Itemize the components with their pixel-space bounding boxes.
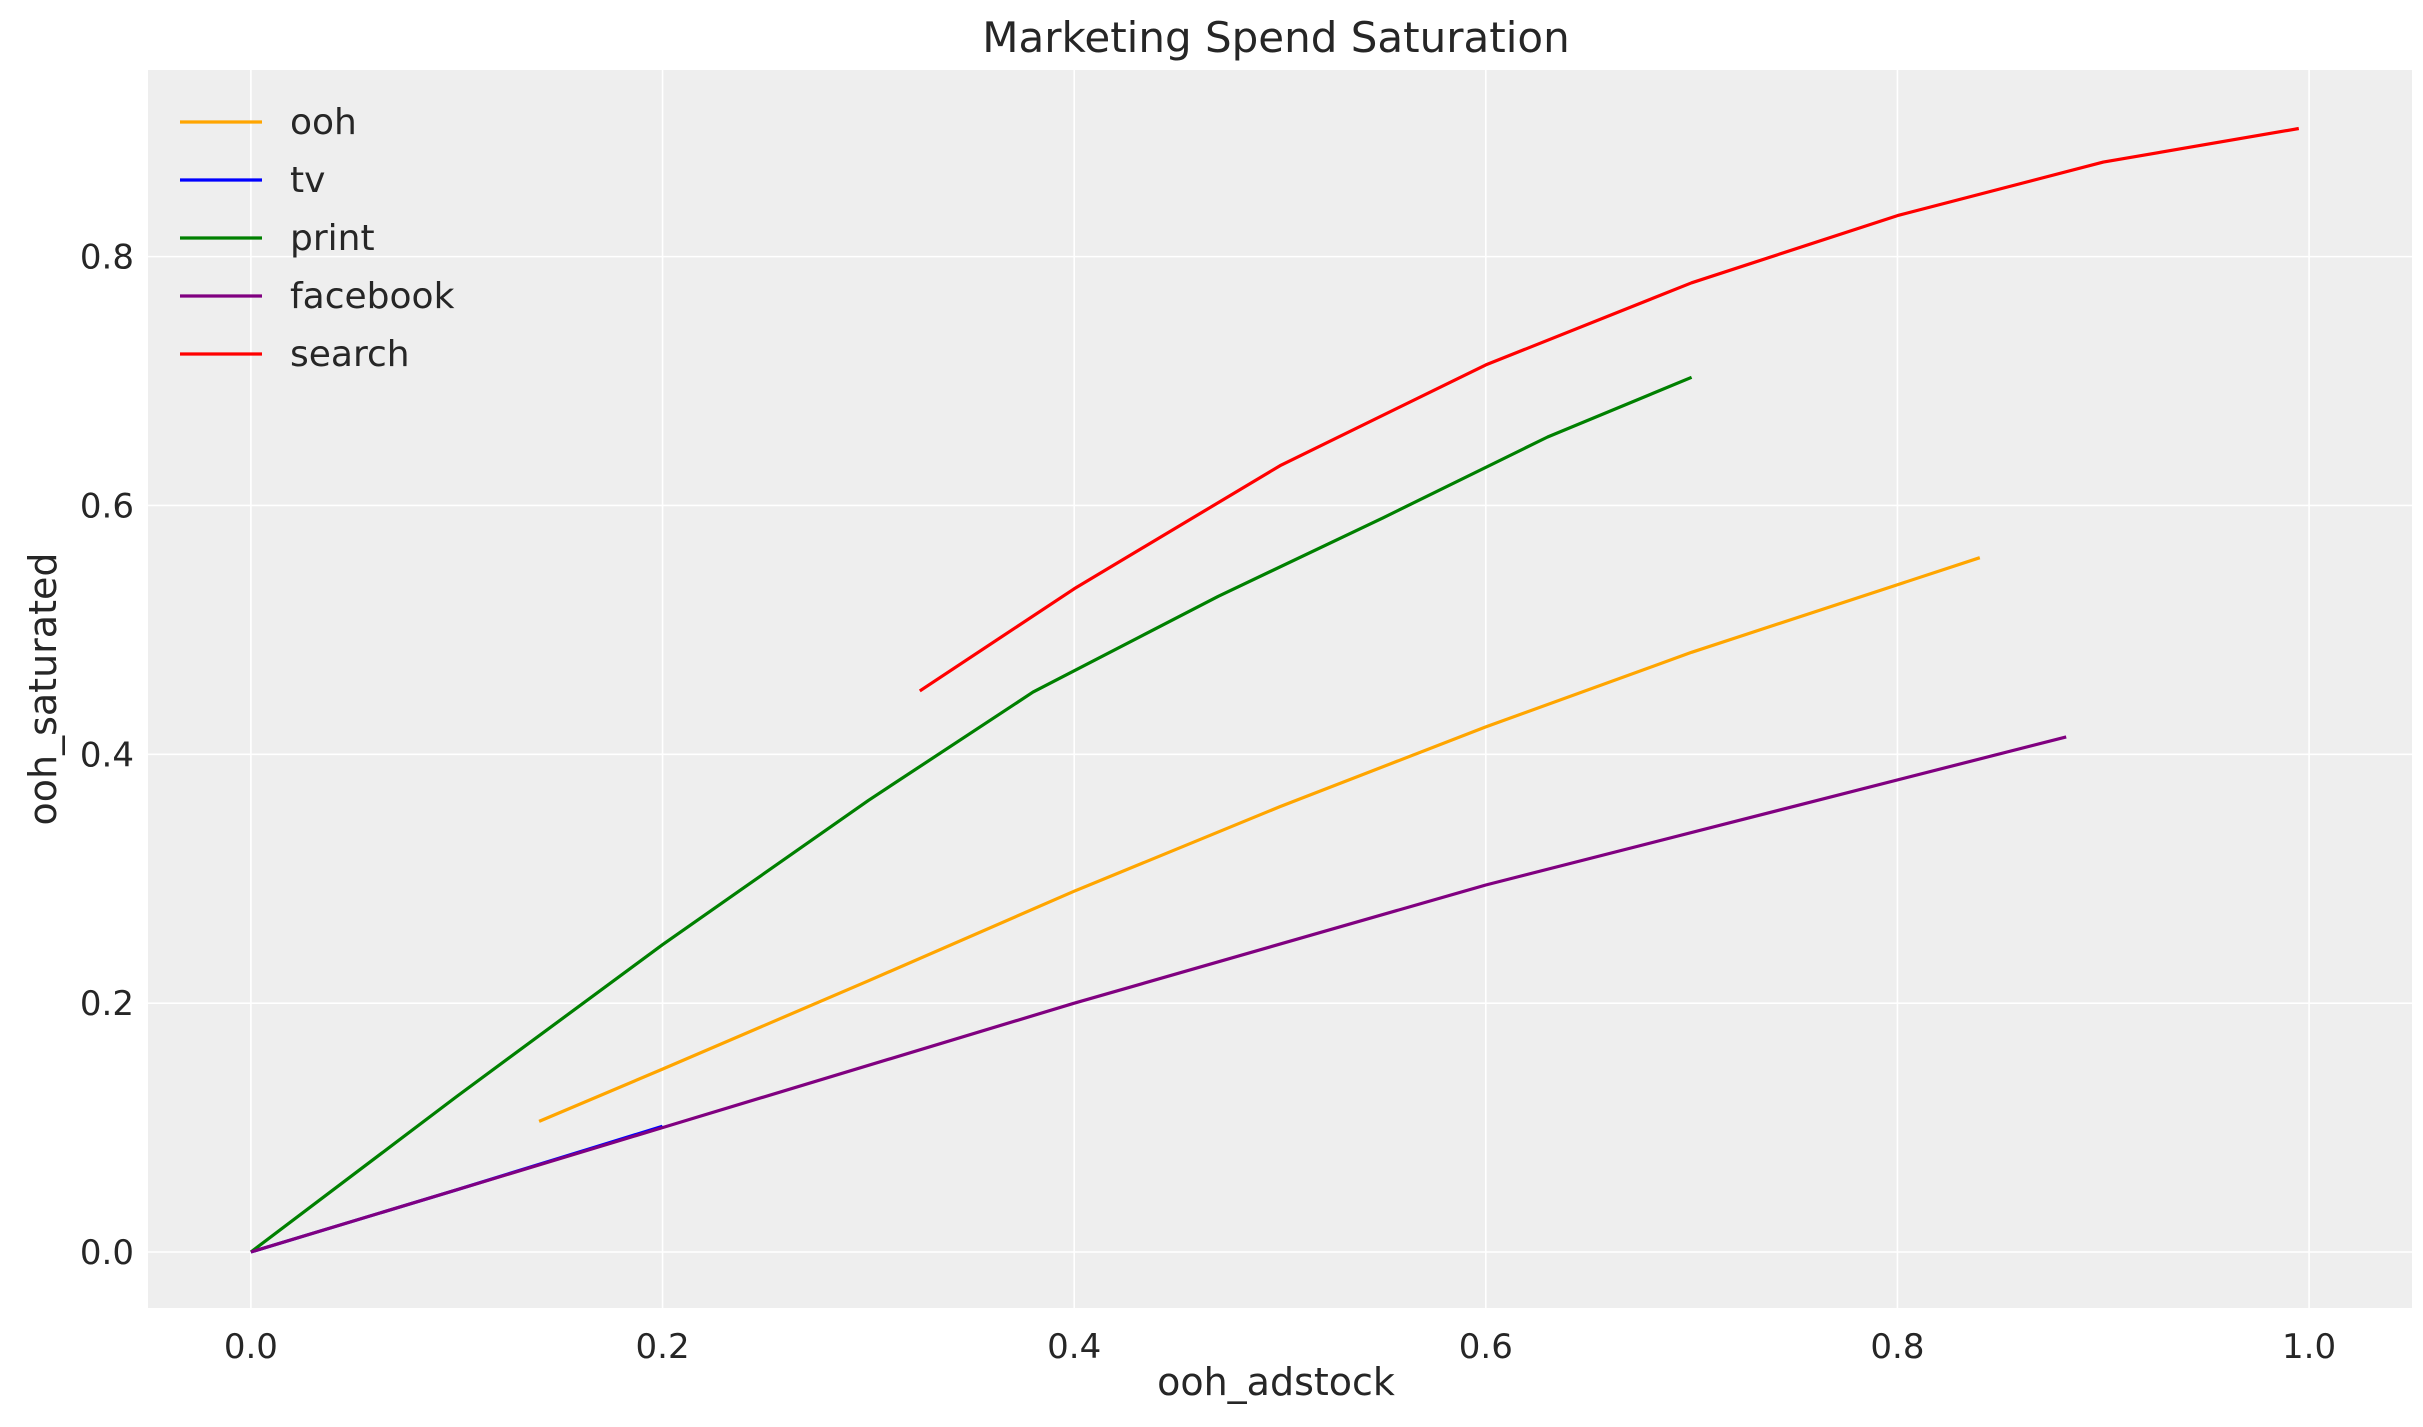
x-tick-label: 0.4 (1047, 1327, 1101, 1367)
legend: ooh tv print facebook search (180, 102, 455, 375)
legend-label-print: print (290, 218, 375, 259)
x-tick-label: 0.0 (224, 1327, 278, 1367)
tick-labels: 0.0 0.2 0.4 0.6 0.8 1.0 0.0 0.2 0.4 0.6 0.8 (80, 238, 2336, 1367)
x-axis-label: ooh_adstock (1157, 1360, 1395, 1404)
y-tick-label: 0.2 (80, 984, 134, 1024)
series-line-print (249, 375, 1693, 1254)
legend-label-search: search (290, 334, 410, 375)
plot-area (148, 70, 2412, 1308)
y-tick-label: 0.0 (80, 1233, 134, 1273)
y-tick-label: 0.8 (80, 238, 134, 278)
legend-label-ooh: ooh (290, 102, 357, 143)
series-line-search (918, 126, 2300, 693)
x-tick-label: 0.6 (1459, 1327, 1513, 1367)
grid (148, 70, 2412, 1308)
y-tick-label: 0.4 (80, 735, 134, 775)
series-line-ooh (538, 556, 1981, 1123)
y-axis-label: ooh_saturated (21, 553, 65, 826)
chart-title: Marketing Spend Saturation (982, 13, 1569, 62)
legend-label-tv: tv (290, 160, 325, 201)
x-tick-label: 0.8 (1870, 1327, 1924, 1367)
series-lines (249, 126, 2300, 1254)
legend-label-facebook: facebook (290, 276, 455, 317)
series-line-facebook (250, 735, 2067, 1254)
x-tick-label: 1.0 (2282, 1327, 2336, 1367)
x-tick-label: 0.2 (636, 1327, 690, 1367)
y-tick-label: 0.6 (80, 486, 134, 526)
